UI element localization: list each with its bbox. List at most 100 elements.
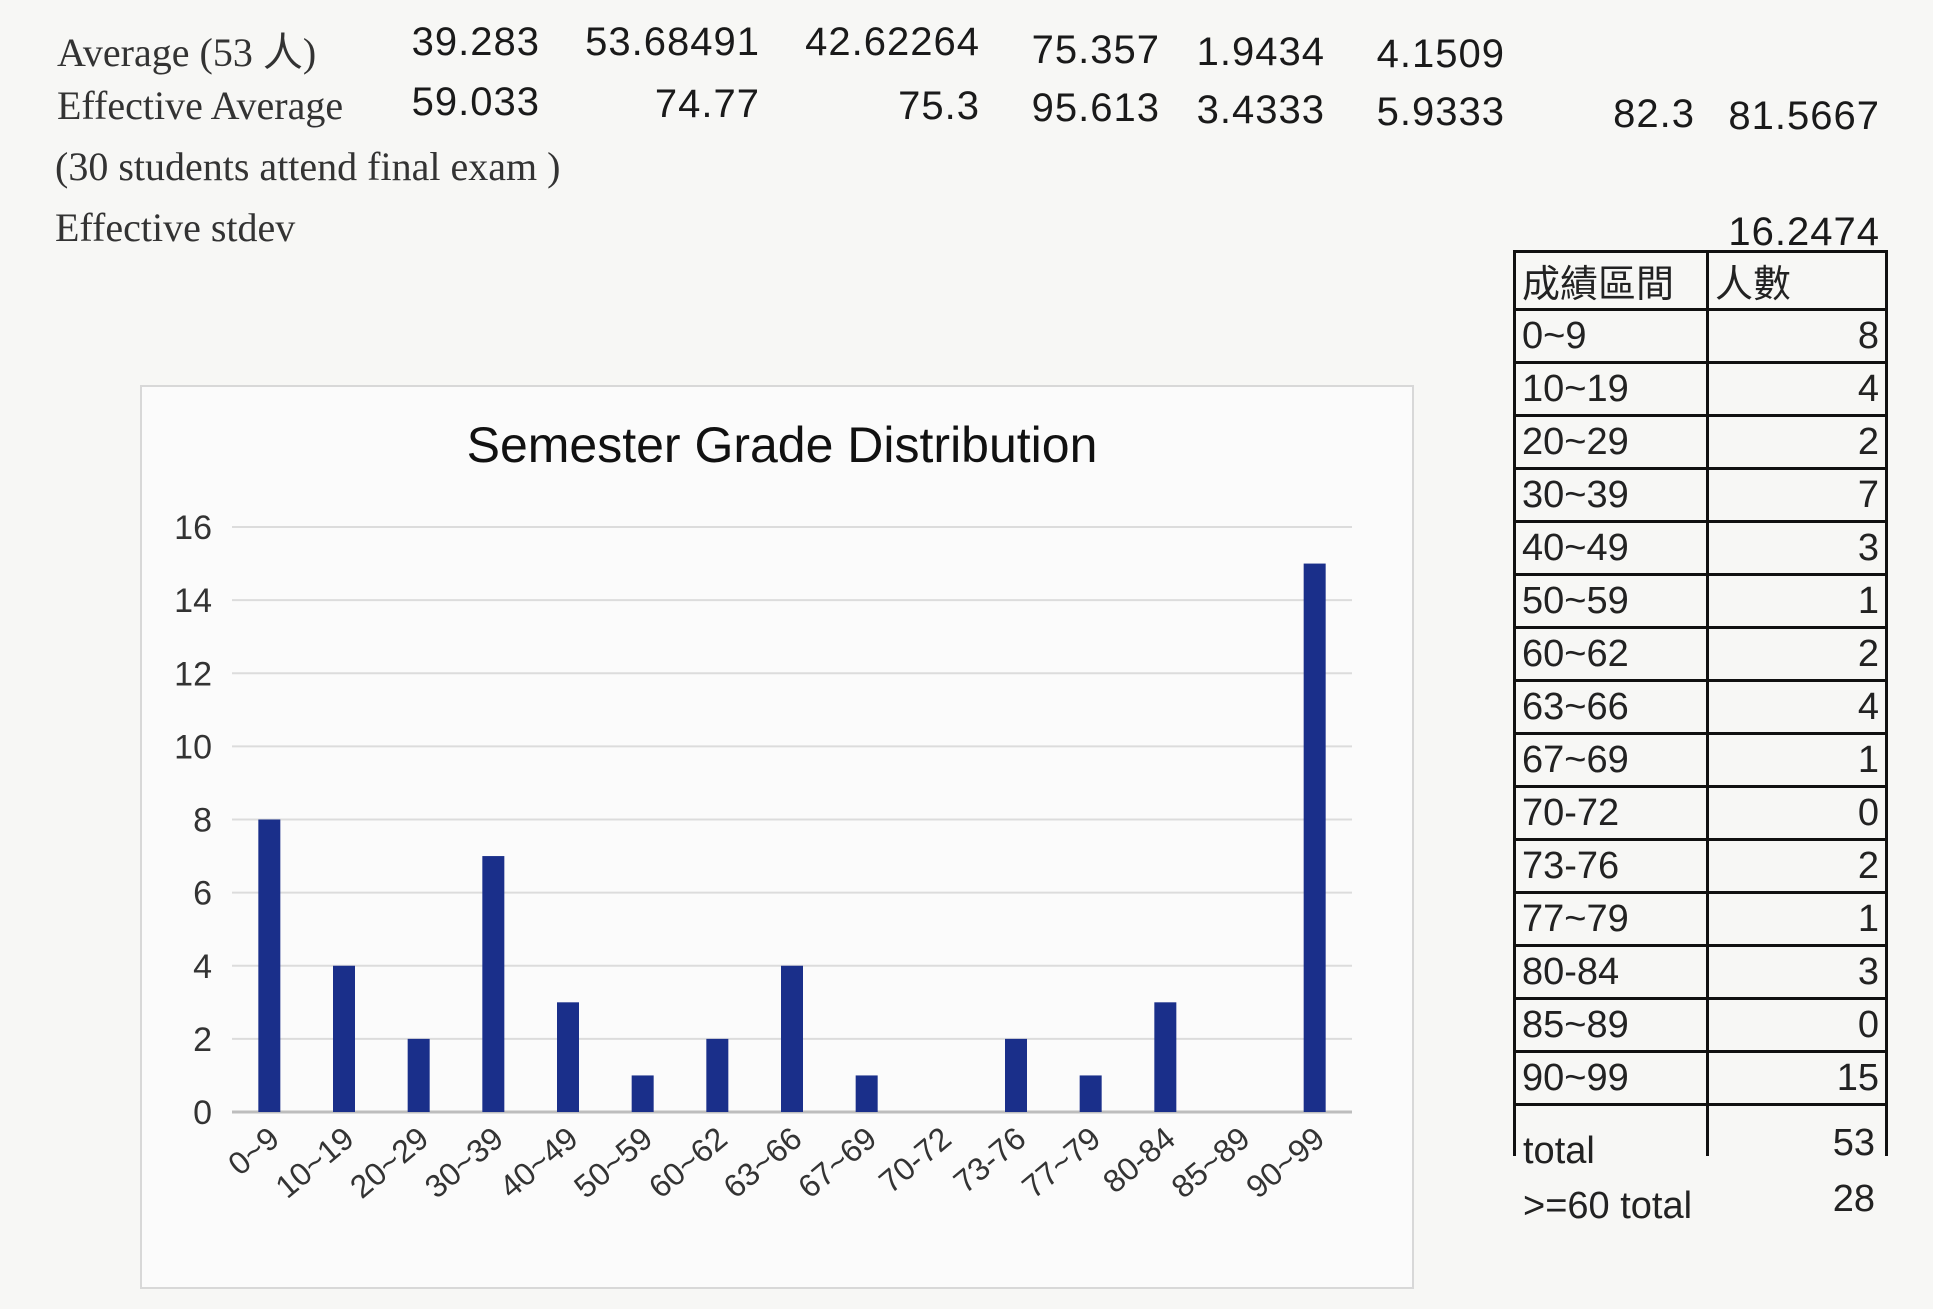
y-tick-label: 4: [193, 948, 212, 986]
effective-average-value: 59.033: [411, 80, 540, 124]
table-row: 40~49 3: [1513, 520, 1888, 576]
count-cell: 2: [1706, 626, 1888, 682]
pass-total-label: >=60 total: [1523, 1185, 1693, 1227]
average-label: Average (53 人): [57, 30, 317, 75]
effective-stdev-label: Effective stdev: [55, 205, 296, 250]
grade-range-cell: 70-72: [1513, 785, 1709, 841]
effective-average-value: 82.3: [1613, 92, 1695, 136]
grade-range-cell: 67~69: [1513, 732, 1709, 788]
table-row: 80-84 3: [1513, 944, 1888, 1000]
grade-range-cell: 0~9: [1513, 308, 1709, 364]
bar: [1079, 1075, 1102, 1112]
bars: [258, 563, 1326, 1112]
x-tick-label: 67~69: [791, 1120, 883, 1205]
pass-total-value: 28: [1832, 1178, 1875, 1220]
effective-average-value: 81.5667: [1728, 94, 1880, 138]
effective-average-value: 95.613: [1031, 86, 1160, 130]
grade-range-cell: 85~89: [1513, 997, 1709, 1053]
bar: [855, 1075, 878, 1112]
table-row: 60~62 2: [1513, 626, 1888, 682]
header-grade-range: 成績區間: [1513, 250, 1709, 311]
count-cell: 1: [1706, 573, 1888, 629]
x-tick-label: 73-76: [947, 1120, 1033, 1200]
bar: [631, 1075, 654, 1112]
effective-average-value: 5.9333: [1376, 90, 1505, 134]
grade-range-cell: 20~29: [1513, 414, 1709, 470]
count-cell: 1: [1706, 732, 1888, 788]
table-row: 67~69 1: [1513, 732, 1888, 788]
count-cell: 3: [1706, 520, 1888, 576]
count-cell: 2: [1706, 414, 1888, 470]
x-tick-label: 30~39: [418, 1120, 510, 1205]
effective-average-label: Effective Average: [57, 83, 344, 128]
count-cell: 0: [1706, 785, 1888, 841]
x-tick-label: 77~79: [1015, 1120, 1107, 1205]
chart-title: Semester Grade Distribution: [467, 417, 1098, 473]
grade-range-cell: 50~59: [1513, 573, 1709, 629]
chart-panel: Semester Grade Distribution 0 2 4 6 8 10 12 14 1…: [140, 385, 1414, 1289]
table-row: 50~59 1: [1513, 573, 1888, 629]
x-tick-label: 70-72: [872, 1120, 958, 1200]
average-value: 53.68491: [585, 20, 760, 64]
table-header-row: 成績區間 人數: [1513, 250, 1888, 311]
y-tick-label: 12: [174, 655, 212, 693]
table-row: 90~99 15: [1513, 1050, 1888, 1106]
grade-range-cell: 63~66: [1513, 679, 1709, 735]
grade-distribution-chart: Semester Grade Distribution 0 2 4 6 8 10 12 14 1…: [174, 417, 1352, 1205]
x-tick-label: 40~49: [493, 1120, 585, 1205]
average-value: 39.283: [411, 20, 540, 64]
y-tick-label: 10: [174, 728, 212, 766]
average-value: 1.9434: [1196, 30, 1325, 74]
header-count: 人數: [1706, 250, 1888, 311]
y-axis-ticks: 0 2 4 6 8 10 12 14 16: [174, 509, 212, 1132]
bar: [258, 819, 281, 1112]
count-cell: 4: [1706, 361, 1888, 417]
x-tick-label: 60~62: [642, 1120, 734, 1205]
count-cell: 8: [1706, 308, 1888, 364]
grade-range-cell: 90~99: [1513, 1050, 1709, 1106]
table-row: 63~66 4: [1513, 679, 1888, 735]
effective-average-value: 74.77: [654, 82, 760, 126]
x-tick-label: 63~66: [717, 1120, 809, 1205]
average-value: 4.1509: [1376, 32, 1505, 76]
average-value: 42.62264: [805, 20, 980, 64]
count-cell: 4: [1706, 679, 1888, 735]
bar: [781, 965, 803, 1112]
table-row: 85~89 0: [1513, 997, 1888, 1053]
bar: [706, 1038, 729, 1112]
count-cell: 2: [1706, 838, 1888, 894]
x-tick-label: 90~99: [1239, 1120, 1331, 1205]
blank-cell: [1513, 1103, 1709, 1156]
effective-stdev-value: 16.2474: [1728, 210, 1880, 254]
count-cell: 7: [1706, 467, 1888, 523]
average-value: 75.357: [1031, 28, 1160, 72]
x-tick-label: 20~29: [343, 1120, 435, 1205]
x-tick-label: 50~59: [567, 1120, 659, 1205]
bar: [407, 1038, 430, 1112]
count-cell: 3: [1706, 944, 1888, 1000]
bar: [333, 965, 355, 1112]
total-value: 53: [1832, 1122, 1875, 1164]
grade-range-cell: 73-76: [1513, 838, 1709, 894]
table-row: 70-72 0: [1513, 785, 1888, 841]
effective-average-value: 75.3: [898, 84, 980, 128]
effective-average-value: 3.4333: [1196, 88, 1325, 132]
y-tick-label: 8: [193, 802, 212, 840]
y-tick-label: 0: [193, 1094, 212, 1132]
table-row: 73-76 2: [1513, 838, 1888, 894]
x-tick-label: 85~89: [1165, 1120, 1257, 1205]
table-body: 0~9 8 10~19 4 20~29 2 30~39 7 40~49 3 50~59 1 60~62 2…: [1513, 308, 1888, 1156]
total-label: total: [1523, 1130, 1595, 1172]
grade-range-cell: 77~79: [1513, 891, 1709, 947]
x-axis-ticks: 0~910~1920~2930~3940~4950~5960~6263~6667…: [221, 1120, 1331, 1205]
y-tick-label: 16: [174, 509, 212, 547]
grade-range-cell: 10~19: [1513, 361, 1709, 417]
grade-range-cell: 80-84: [1513, 944, 1709, 1000]
x-tick-label: 80-84: [1096, 1120, 1182, 1200]
bar: [1303, 563, 1326, 1112]
count-cell: 15: [1706, 1050, 1888, 1106]
x-tick-label: 10~19: [269, 1120, 361, 1205]
bar: [1154, 1002, 1177, 1112]
count-cell: 1: [1706, 891, 1888, 947]
grade-range-cell: 40~49: [1513, 520, 1709, 576]
